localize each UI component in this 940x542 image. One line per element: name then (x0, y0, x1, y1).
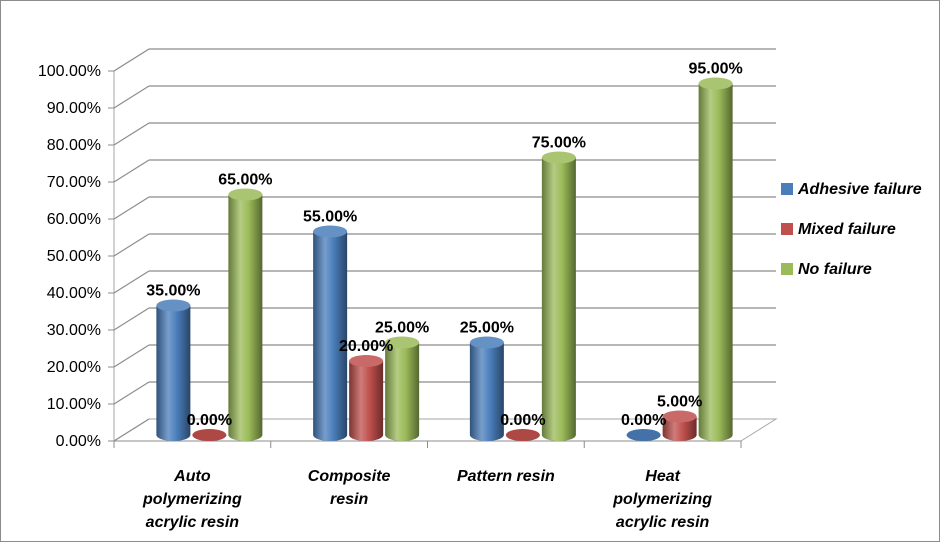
bar (626, 429, 661, 441)
gridline-diag (113, 122, 150, 146)
x-category-label: Heat polymerizing acrylic resin (612, 468, 712, 531)
legend-swatch (781, 223, 793, 235)
legend-swatch (781, 263, 793, 275)
y-tick-label: 40.00% (47, 285, 101, 302)
bar (313, 225, 348, 441)
y-axis-ticks: 0.00% 10.00% 20.00% 30.00% 40.00% 50.00% 60.00… (38, 63, 101, 450)
data-label: 25.00% (460, 320, 514, 337)
legend-item: No failure (781, 261, 872, 278)
data-label: 20.00% (339, 338, 393, 355)
gridline-diag (113, 233, 150, 257)
gridline-diag (113, 418, 150, 442)
legend-swatch (781, 183, 793, 195)
data-label: 0.00% (500, 412, 545, 429)
bars (156, 77, 733, 441)
data-label: 55.00% (303, 209, 357, 226)
x-category-label: Auto polymerizing acrylic resin (142, 468, 242, 531)
legend-item: Adhesive failure (781, 181, 922, 198)
gridline-diag (113, 381, 150, 405)
x-axis: Auto polymerizing acrylic resin Composite re… (113, 440, 742, 531)
gridline-diag (113, 307, 150, 331)
gridline-diag (113, 270, 150, 294)
data-label: 65.00% (218, 172, 272, 189)
gridline-diag (113, 85, 150, 109)
bar (192, 429, 227, 441)
legend-label: No failure (798, 261, 872, 278)
bar (505, 429, 540, 441)
x-category-label: Pattern resin (457, 468, 555, 485)
bar (385, 336, 420, 441)
y-tick-label: 70.00% (47, 174, 101, 191)
gridline-diag (113, 344, 150, 368)
data-label: 35.00% (146, 283, 200, 300)
data-labels: 35.00%0.00%65.00%55.00%20.00%25.00% 25.00… (146, 61, 743, 430)
legend-label: Mixed failure (798, 221, 896, 238)
data-label: 5.00% (657, 394, 702, 411)
y-tick-label: 90.00% (47, 100, 101, 117)
y-tick-label: 80.00% (47, 137, 101, 154)
y-tick-label: 10.00% (47, 396, 101, 413)
x-category-label: Composite resin (308, 468, 391, 508)
bar (349, 355, 384, 441)
bar (541, 151, 576, 441)
bar (698, 77, 733, 441)
y-tick-label: 20.00% (47, 359, 101, 376)
gridline-diag (113, 159, 150, 183)
data-label: 0.00% (187, 412, 232, 429)
bar (469, 336, 504, 441)
bar (228, 188, 263, 441)
bar (662, 410, 697, 441)
bar (156, 299, 191, 441)
gridline-diag (113, 196, 150, 220)
gridlines (108, 48, 776, 442)
data-label: 25.00% (375, 320, 429, 337)
legend: Adhesive failure Mixed failure No failure (781, 181, 922, 278)
gridline-diag (113, 48, 150, 72)
y-tick-label: 60.00% (47, 211, 101, 228)
legend-item: Mixed failure (781, 221, 896, 238)
data-label: 95.00% (688, 61, 742, 78)
y-tick-label: 50.00% (47, 248, 101, 265)
y-tick-label: 30.00% (47, 322, 101, 339)
data-label: 0.00% (621, 412, 666, 429)
legend-label: Adhesive failure (797, 181, 922, 198)
y-tick-label: 100.00% (38, 63, 101, 80)
data-label: 75.00% (532, 135, 586, 152)
y-tick-label: 0.00% (56, 433, 101, 450)
